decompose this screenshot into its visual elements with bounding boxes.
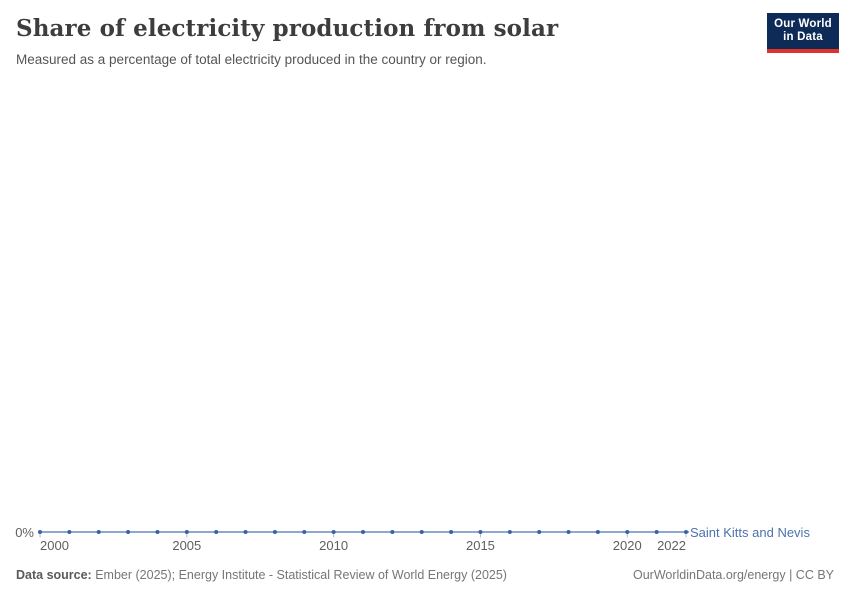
x-axis-tick-label: 2022 — [657, 538, 686, 553]
x-axis-tick-label: 2010 — [319, 538, 349, 553]
series-label[interactable]: Saint Kitts and Nevis — [690, 525, 810, 540]
y-axis-zero-label: 0% — [15, 525, 34, 540]
x-axis-tick-label: 2000 — [40, 538, 69, 553]
owid-logo-line2: in Data — [783, 31, 823, 43]
owid-logo[interactable]: Our World in Data — [767, 13, 839, 53]
data-source: Data source: Ember (2025); Energy Instit… — [16, 568, 507, 582]
x-axis-tick-label: 2020 — [612, 538, 642, 553]
chart-title: Share of electricity production from sol… — [16, 15, 559, 42]
chart-subtitle: Measured as a percentage of total electr… — [16, 52, 487, 67]
footer-link[interactable]: OurWorldinData.org/energy | CC BY — [632, 568, 834, 582]
data-source-label: Data source: — [16, 568, 92, 582]
x-axis-tick-label: 2015 — [465, 538, 495, 553]
data-source-value: Ember (2025); Energy Institute - Statist… — [95, 568, 507, 582]
x-axis-tick-label: 2005 — [172, 538, 202, 553]
owid-logo-line1: Our World — [774, 18, 832, 30]
chart-footer: Data source: Ember (2025); Energy Instit… — [16, 568, 834, 582]
